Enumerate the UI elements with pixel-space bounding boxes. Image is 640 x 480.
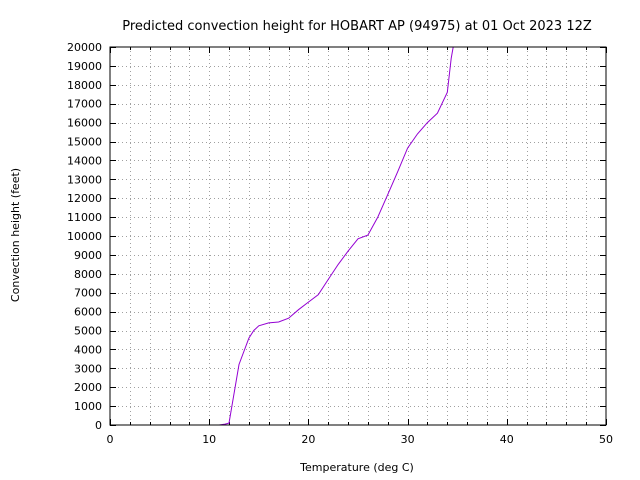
y-tick-label: 18000	[67, 79, 102, 92]
y-tick-label: 6000	[74, 306, 102, 319]
y-tick-label: 17000	[67, 98, 102, 111]
x-tick-label: 20	[301, 433, 315, 446]
y-tick-label: 16000	[67, 117, 102, 130]
y-tick-label: 2000	[74, 381, 102, 394]
series-layer	[219, 46, 454, 426]
y-tick-label: 15000	[67, 136, 102, 149]
y-tick-label: 11000	[67, 211, 102, 224]
grid	[110, 47, 606, 425]
y-tick-label: 14000	[67, 154, 102, 167]
x-tick-label: 30	[401, 433, 415, 446]
plot-frame	[109, 46, 607, 426]
y-tick-label: 7000	[74, 287, 102, 300]
y-tick-label: 9000	[74, 249, 102, 262]
y-tick-label: 4000	[74, 343, 102, 356]
y-tick-label: 0	[95, 419, 102, 432]
y-tick-label: 1000	[74, 400, 102, 413]
x-tick-label: 0	[107, 433, 114, 446]
y-tick-label: 19000	[67, 60, 102, 73]
series-line	[219, 46, 454, 426]
y-tick-label: 20000	[67, 41, 102, 54]
y-tick-label: 13000	[67, 173, 102, 186]
y-tick-label: 8000	[74, 268, 102, 281]
x-tick-label: 10	[202, 433, 216, 446]
y-tick-label: 3000	[74, 362, 102, 375]
y-tick-label: 10000	[67, 230, 102, 243]
x-tick-label: 40	[500, 433, 514, 446]
y-tick-label: 5000	[74, 325, 102, 338]
x-axis-label: Temperature (deg C)	[299, 461, 414, 474]
tick-labels: 0 10 20 30 40 50 0 1000 2000 3000 4000 5000 6000 7000…	[67, 41, 613, 446]
y-tick-label: 12000	[67, 192, 102, 205]
chart-title: Predicted convection height for HOBART A…	[122, 19, 592, 34]
y-axis-label: Convection height (feet)	[9, 168, 22, 302]
x-tick-label: 50	[599, 433, 613, 446]
